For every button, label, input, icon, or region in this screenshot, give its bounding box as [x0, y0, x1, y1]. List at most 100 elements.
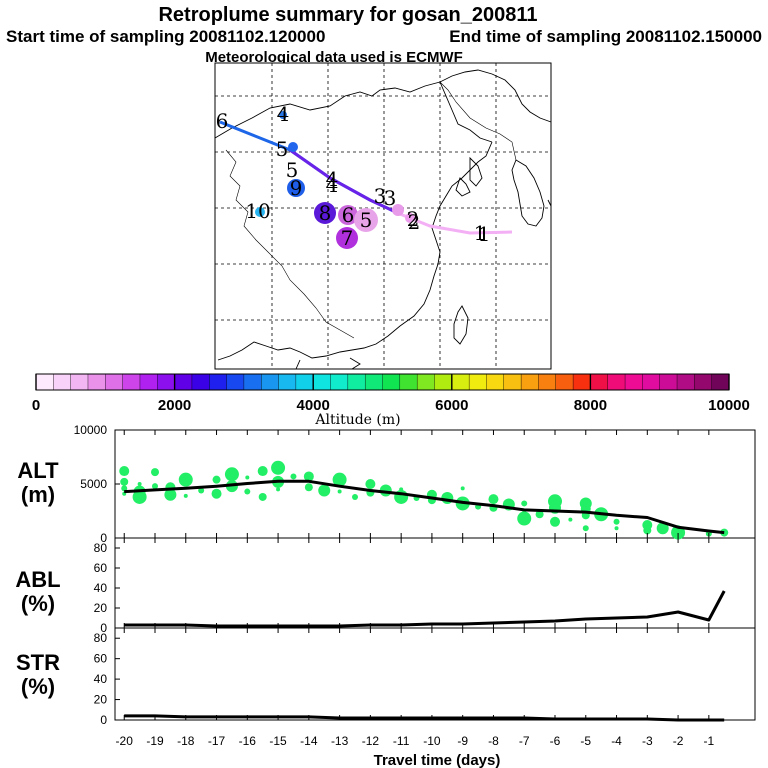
colorbar-cell [451, 373, 470, 391]
alt-ylabel-unit: (m) [21, 482, 55, 507]
str-series-line [124, 714, 725, 722]
colorbar-cell [139, 373, 158, 391]
alt-scatter-point [318, 484, 331, 497]
track-day-label: 3 [374, 184, 387, 208]
alt-scatter-point [257, 466, 268, 477]
colorbar-cell [313, 373, 332, 391]
alt-scatter-point [137, 482, 142, 486]
alt-scatter-point [517, 511, 532, 526]
map-panel: 1 2 3 4 5 6 7 8 9 10 4 5 1 2 3 4 5 6 [214, 62, 552, 370]
plume-circle [336, 227, 358, 249]
alt-scatter-point [337, 489, 342, 494]
abl-ytick-label: 40 [94, 581, 108, 595]
abl-ylabel: ABL [15, 567, 60, 592]
altitude-colorbar: 0 2000 4000 6000 8000 10000 Altitude (m) [32, 373, 750, 428]
str-ytick-label: 80 [94, 631, 108, 645]
abl-ytick-label: 80 [94, 541, 108, 555]
track-day-label: 2 [408, 210, 421, 234]
colorbar-ticks: 0 2000 4000 6000 8000 10000 [32, 374, 750, 414]
colorbar-cell [468, 373, 487, 391]
x-tick-label: -19 [146, 734, 164, 748]
plume-marker-label: 3 [384, 186, 397, 210]
colorbar-cell [226, 373, 245, 391]
alt-scatter-point [224, 467, 239, 482]
colorbar-tick-label: 0 [32, 397, 40, 414]
colorbar-cell [122, 373, 141, 391]
alt-scatter-point [121, 485, 128, 492]
time-series-panels: ALT (m) ABL (%) STR (%) 0 5000 10000 0 20 40 6… [15, 423, 756, 768]
alt-scatter-point [132, 489, 147, 504]
colorbar-cell [261, 373, 280, 391]
abl-series-line [124, 590, 726, 628]
alt-scatter-point [303, 471, 314, 482]
track-segment-mid [289, 148, 401, 216]
colorbar-tick-label: 4000 [297, 397, 330, 414]
plume-marker-label: 4 [277, 102, 290, 126]
plume-circle [405, 213, 415, 223]
alt-ylabel: ALT [17, 458, 59, 483]
plume-track [219, 120, 513, 235]
plume-marker-label: 6 [342, 203, 355, 227]
x-tick-label: -20 [116, 734, 134, 748]
colorbar-cell [642, 373, 661, 391]
str-ytick-label: 20 [94, 693, 108, 707]
colorbar-cell [711, 373, 730, 391]
alt-scatter-point [488, 494, 499, 505]
colorbar-cell [157, 373, 176, 391]
colorbar-cell [53, 373, 72, 391]
abl-ytick-label: 0 [100, 621, 107, 635]
alt-scatter-point [720, 528, 729, 537]
colorbar-cell [278, 373, 297, 391]
colorbar-cell [676, 373, 695, 391]
x-tick-label: -8 [488, 734, 499, 748]
str-ytick-label: 0 [100, 713, 107, 727]
plume-marker-labels: 1 2 3 4 5 6 7 8 9 10 4 5 [245, 102, 490, 250]
x-tick-label: -11 [393, 734, 410, 748]
alt-scatter-point [582, 525, 589, 532]
plume-circles [255, 111, 415, 249]
x-tick-label: -15 [269, 734, 287, 748]
x-tick-label: -14 [300, 734, 318, 748]
colorbar-cell [295, 373, 314, 391]
plume-marker-label: 4 [326, 173, 339, 197]
str-ytick-label: 40 [94, 672, 108, 686]
track-day-label: 6 [216, 109, 229, 133]
x-axis-label: Travel time (days) [374, 752, 501, 768]
alt-ytick-label: 5000 [80, 477, 107, 491]
alt-scatter-point [198, 487, 205, 494]
map-frame [214, 62, 552, 370]
colorbar-tick-label: 10000 [708, 397, 750, 414]
colorbar-tick-label: 6000 [435, 397, 468, 414]
alt-scatter-point [568, 517, 573, 522]
x-tick-label: -18 [177, 734, 195, 748]
figure-title: Retroplume summary for gosan_200811 [158, 4, 537, 26]
alt-scatter-point [183, 493, 188, 498]
colorbar-cell [243, 373, 262, 391]
colorbar-cell [347, 373, 366, 391]
plume-circle [288, 142, 298, 152]
alt-series-line [124, 479, 725, 535]
track-day-label: 1 [474, 221, 487, 245]
colorbar-cell [209, 373, 228, 391]
colorbar-cell [538, 373, 557, 391]
plume-circle [314, 202, 336, 224]
alt-scatter-point [178, 472, 193, 487]
alt-ytick-label: 0 [100, 531, 107, 545]
str-panel-frame [114, 627, 756, 721]
alt-scatter-point [276, 487, 281, 492]
alt-scatter-point [460, 486, 465, 491]
colorbar-cell [503, 373, 522, 391]
x-tick-label: -2 [673, 734, 684, 748]
x-tick-label: -13 [331, 734, 349, 748]
plume-circle [279, 111, 287, 119]
x-tick-label: -10 [423, 734, 441, 748]
alt-scatter-point [548, 494, 562, 509]
map-gridlines [215, 63, 551, 369]
x-tick-label: -12 [362, 734, 380, 748]
alt-scatter-point [244, 488, 251, 495]
start-time-label: Start time of sampling 20081102.120000 [6, 27, 325, 46]
alt-scatter-point [550, 516, 560, 527]
alt-scatter-point [332, 472, 347, 487]
abl-ylabel-unit: (%) [21, 591, 55, 616]
